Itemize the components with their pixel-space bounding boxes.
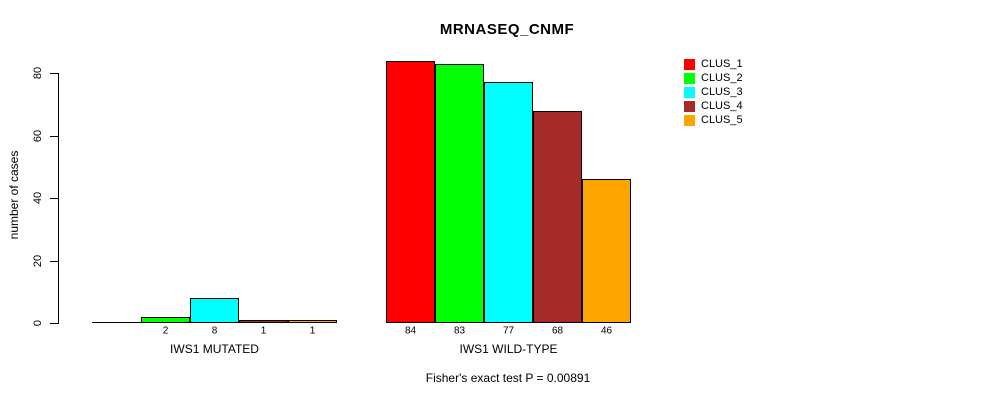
legend-swatch (684, 72, 695, 84)
chart-title: MRNASEQ_CNMF (439, 21, 575, 38)
y-axis-line (58, 73, 59, 324)
legend-row: CLUS_5 (684, 113, 743, 127)
legend: CLUS_1 CLUS_2 CLUS_3 CLUS_4 CLUS_5 (684, 57, 743, 127)
y-tick (50, 260, 58, 262)
bar-value-label: 46 (600, 325, 613, 337)
legend-row: CLUS_3 (684, 85, 743, 99)
y-tick (50, 135, 58, 137)
legend-label: CLUS_4 (701, 99, 743, 112)
bar (435, 63, 484, 323)
bar (386, 60, 435, 323)
bar (141, 316, 190, 323)
bar-value-label: 8 (211, 325, 218, 337)
y-tick (50, 198, 58, 199)
legend-swatch (684, 100, 695, 112)
bar (484, 82, 533, 323)
bar-value-label: 83 (453, 325, 466, 337)
y-tick-label: 20 (32, 254, 44, 267)
y-tick-label: 40 (32, 191, 44, 205)
legend-label: CLUS_5 (701, 113, 743, 126)
bar-value-label: 68 (551, 325, 564, 337)
group-label: IWS1 MUTATED (170, 342, 259, 356)
bar-value-label: 1 (309, 325, 316, 337)
bar (582, 179, 631, 323)
bar-value-label: 84 (404, 325, 417, 337)
legend-row: CLUS_4 (684, 99, 743, 113)
bar (190, 298, 239, 323)
legend-label: CLUS_1 (701, 57, 743, 70)
legend-swatch (684, 86, 695, 98)
y-axis-label: number of cases (7, 150, 21, 240)
bar (239, 319, 288, 323)
legend-swatch (684, 58, 695, 70)
fisher-test-caption: Fisher's exact test P = 0.00891 (425, 371, 591, 385)
legend-label: CLUS_3 (701, 85, 743, 98)
y-tick (50, 323, 58, 324)
y-tick-label: 60 (32, 129, 44, 142)
bar (288, 319, 337, 323)
bar-value-label: 2 (162, 325, 169, 337)
legend-label: CLUS_2 (701, 71, 743, 84)
legend-row: CLUS_2 (684, 71, 743, 85)
bar (533, 110, 582, 323)
legend-swatch (684, 114, 695, 126)
bar-zero-height (92, 322, 141, 323)
y-tick-label: 80 (32, 66, 44, 80)
bar-value-label: 77 (502, 325, 515, 337)
bar-value-label: 1 (260, 325, 267, 337)
legend-row: CLUS_1 (684, 57, 743, 71)
y-tick (50, 73, 58, 74)
group-label: IWS1 WILD-TYPE (459, 342, 558, 356)
y-tick-label: 0 (32, 319, 44, 327)
